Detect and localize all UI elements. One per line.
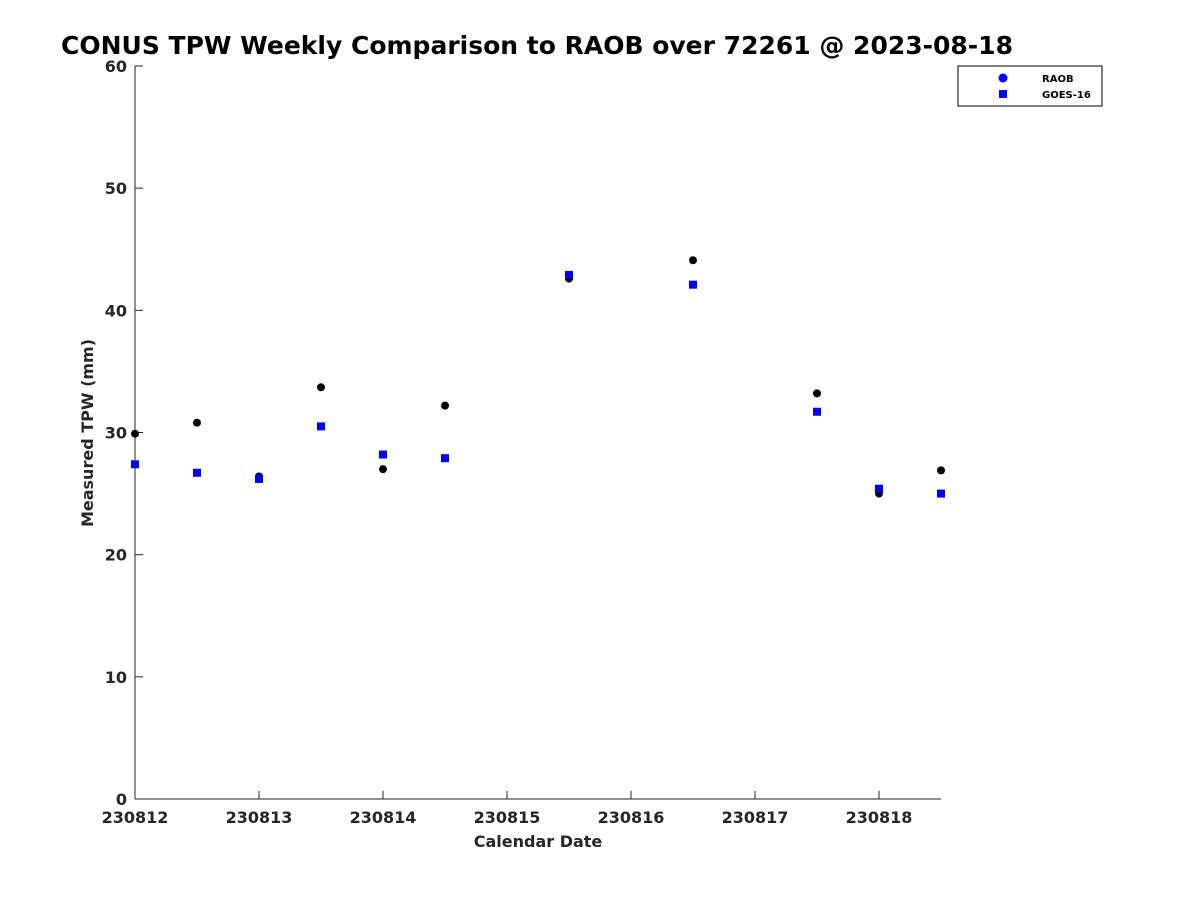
x-tick-label: 230815 xyxy=(474,808,541,827)
data-point-goes-16 xyxy=(565,270,573,279)
legend-box xyxy=(957,65,1103,107)
y-axis-label: Measured TPW (mm) xyxy=(78,339,97,527)
legend-marker-goes-16 xyxy=(999,90,1007,98)
data-point-raob xyxy=(813,389,821,398)
y-tick-label: 30 xyxy=(105,424,127,443)
data-point-goes-16 xyxy=(379,450,387,459)
x-tick-label: 230813 xyxy=(226,808,293,827)
x-tick-label: 230812 xyxy=(102,808,169,827)
x-tick-label: 230816 xyxy=(598,808,665,827)
data-point-goes-16 xyxy=(255,474,263,483)
data-point-goes-16 xyxy=(193,468,201,477)
data-point-raob xyxy=(441,401,449,410)
axes: 0 10 20 30 40 50 60 230812 230813 230814 230815 230… xyxy=(102,57,941,827)
data-point-goes-16 xyxy=(813,407,821,416)
legend: RAOB GOES-16 xyxy=(957,65,1103,107)
data-point-raob xyxy=(689,256,697,265)
legend-marker-raob xyxy=(998,73,1008,83)
y-tick-label: 20 xyxy=(105,546,127,565)
x-axis-label: Calendar Date xyxy=(474,832,603,851)
data-marks xyxy=(131,256,945,498)
y-tick-label: 10 xyxy=(105,668,127,687)
data-point-raob xyxy=(937,466,945,475)
data-point-goes-16 xyxy=(317,422,325,431)
data-point-goes-16 xyxy=(441,454,449,463)
data-point-goes-16 xyxy=(937,489,945,498)
y-tick-label: 60 xyxy=(105,57,127,76)
legend-label-raob: RAOB xyxy=(1042,74,1074,85)
data-point-raob xyxy=(193,418,201,427)
data-point-raob xyxy=(379,465,387,474)
data-point-raob xyxy=(131,429,139,438)
x-tick-label: 230817 xyxy=(722,808,789,827)
data-point-goes-16 xyxy=(689,280,697,289)
x-tick-label: 230814 xyxy=(350,808,417,827)
x-tick-label: 230818 xyxy=(846,808,913,827)
legend-label-goes-16: GOES-16 xyxy=(1042,90,1091,101)
data-point-goes-16 xyxy=(131,460,139,469)
y-tick-label: 40 xyxy=(105,301,127,320)
data-point-goes-16 xyxy=(875,484,883,493)
chart-title: CONUS TPW Weekly Comparison to RAOB over… xyxy=(61,31,1013,60)
y-tick-label: 0 xyxy=(116,790,127,809)
y-tick-label: 50 xyxy=(105,179,127,198)
data-point-raob xyxy=(317,383,325,392)
